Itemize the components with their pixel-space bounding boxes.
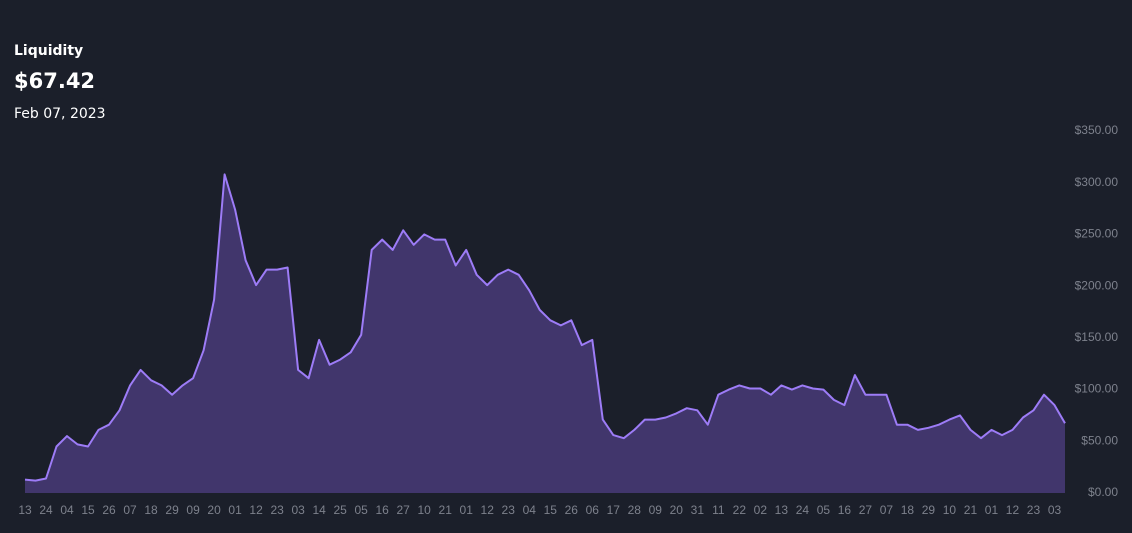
line (24, 173, 1066, 482)
x-tick-label: 02 (754, 503, 768, 517)
x-tick-label: 07 (880, 503, 894, 517)
x-tick-label: 13 (775, 503, 789, 517)
x-tick-label: 27 (397, 503, 411, 517)
x-tick-label: 10 (418, 503, 432, 517)
x-tick-label: 09 (186, 503, 200, 517)
current-date: Feb 07, 2023 (14, 106, 106, 122)
x-tick-label: 17 (607, 503, 621, 517)
x-tick-label: 12 (481, 503, 495, 517)
x-tick-label: 24 (39, 503, 53, 517)
x-tick-label: 01 (228, 503, 242, 517)
x-tick-label: 22 (733, 503, 747, 517)
x-tick-label: 20 (670, 503, 684, 517)
current-value: $67.42 (14, 69, 95, 93)
x-tick-label: 18 (144, 503, 158, 517)
y-tick-label: $50.00 (1081, 433, 1118, 447)
x-tick-label: 21 (964, 503, 978, 517)
area-fill (25, 174, 1065, 493)
x-tick-label: 25 (333, 503, 347, 517)
x-tick-label: 12 (1006, 503, 1020, 517)
x-tick-label: 14 (312, 503, 326, 517)
chart-title: Liquidity (14, 43, 83, 59)
x-tick-label: 11 (712, 503, 725, 517)
x-tick-label: 16 (375, 503, 389, 517)
x-tick-label: 26 (565, 503, 579, 517)
x-tick-label: 15 (81, 503, 95, 517)
x-tick-label: 31 (691, 503, 705, 517)
x-tick-label: 20 (207, 503, 221, 517)
x-tick-label: 10 (943, 503, 957, 517)
y-tick-label: $0.00 (1088, 485, 1118, 499)
x-tick-label: 04 (523, 503, 537, 517)
x-tick-label: 07 (123, 503, 137, 517)
y-tick-label: $100.00 (1075, 382, 1119, 396)
x-tick-label: 21 (439, 503, 453, 517)
y-tick-label: $300.00 (1075, 175, 1119, 189)
x-tick-label: 18 (901, 503, 915, 517)
x-tick-label: 28 (628, 503, 642, 517)
x-tick-label: 23 (1027, 503, 1041, 517)
x-tick-label: 05 (354, 503, 368, 517)
y-tick-label: $200.00 (1075, 278, 1119, 292)
y-tick-label: $150.00 (1075, 330, 1119, 344)
x-tick-label: 01 (460, 503, 474, 517)
x-tick-label: 29 (922, 503, 936, 517)
x-tick-label: 23 (502, 503, 516, 517)
x-tick-label: 04 (60, 503, 74, 517)
x-tick-label: 01 (985, 503, 999, 517)
x-tick-label: 16 (838, 503, 852, 517)
x-tick-label: 23 (270, 503, 284, 517)
x-tick-label: 15 (544, 503, 558, 517)
x-tick-label: 12 (249, 503, 263, 517)
x-tick-label: 03 (291, 503, 305, 517)
x-tick-label: 24 (796, 503, 810, 517)
y-tick-label: $250.00 (1075, 227, 1119, 241)
x-tick-label: 03 (1048, 503, 1062, 517)
x-tick-label: 06 (586, 503, 600, 517)
x-tick-label: 29 (165, 503, 179, 517)
x-tick-label: 26 (102, 503, 116, 517)
x-tick-label: 09 (649, 503, 663, 517)
x-tick-label: 05 (817, 503, 831, 517)
x-tick-label: 27 (859, 503, 873, 517)
y-tick-label: $350.00 (1075, 123, 1119, 137)
x-tick-label: 13 (18, 503, 32, 517)
